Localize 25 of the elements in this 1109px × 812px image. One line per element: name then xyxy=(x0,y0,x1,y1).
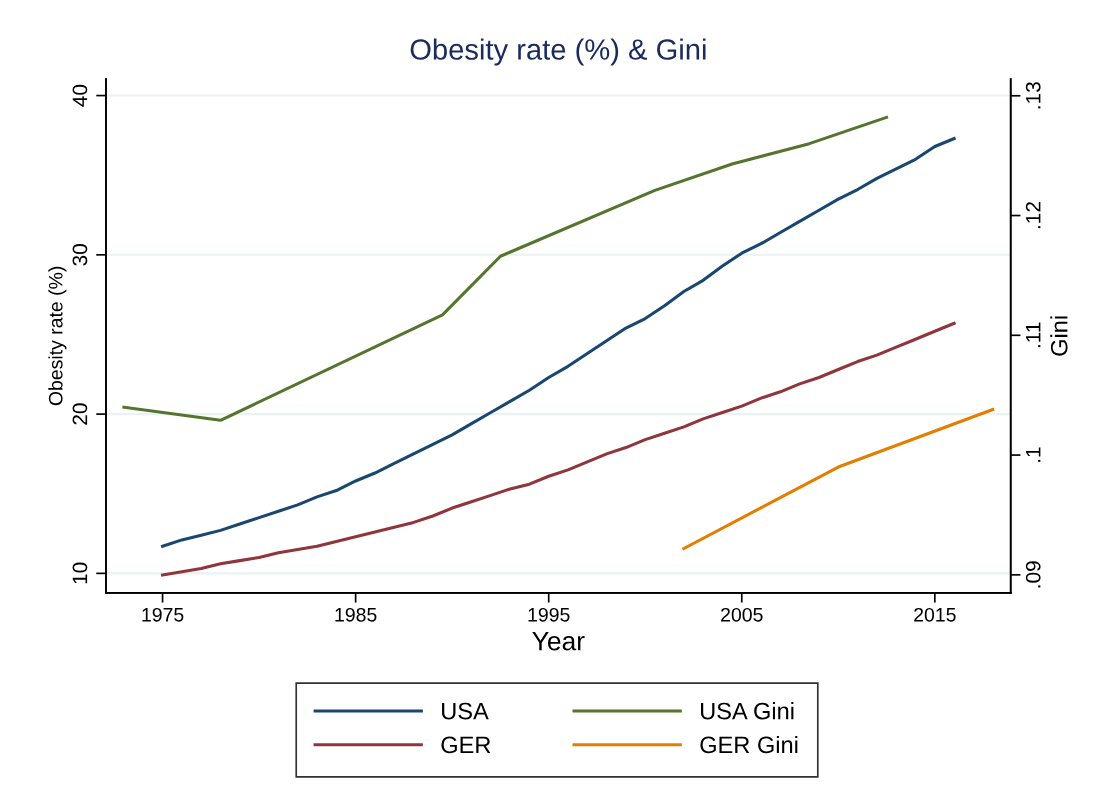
y2-tick-label: .09 xyxy=(1025,561,1041,588)
legend-label: GER Gini xyxy=(700,735,798,754)
line-series xyxy=(122,115,889,422)
y-tick-label: 40 xyxy=(72,84,88,107)
x-tick-label: 1975 xyxy=(142,607,184,622)
y-tick-label: 30 xyxy=(72,244,88,266)
y2-tick-label: .12 xyxy=(1025,202,1041,229)
y2-tick-label: .11 xyxy=(1026,322,1041,348)
x-tick-label: 2015 xyxy=(914,607,956,622)
legend-label: USA Gini xyxy=(701,702,794,720)
y2-axis-title: Gini xyxy=(1050,316,1068,356)
x-tick-label: 1995 xyxy=(528,607,570,622)
legend-label: USA xyxy=(442,702,489,720)
y2-tick-label: .1 xyxy=(1026,447,1041,462)
line-series xyxy=(161,321,956,577)
x-axis-title: Year xyxy=(532,632,585,651)
legend-label: GER xyxy=(441,736,491,754)
y-tick-label: 20 xyxy=(72,403,88,425)
y-axis-title: Obesity rate (%) xyxy=(48,266,67,406)
chart-title: Obesity rate (%) & Gini xyxy=(410,38,706,66)
x-tick-label: 1985 xyxy=(335,607,377,622)
y-tick-label: 10 xyxy=(72,562,88,584)
y2-tick-label: .13 xyxy=(1025,82,1041,109)
line-series xyxy=(161,137,956,548)
x-tick-label: 2005 xyxy=(721,607,763,622)
